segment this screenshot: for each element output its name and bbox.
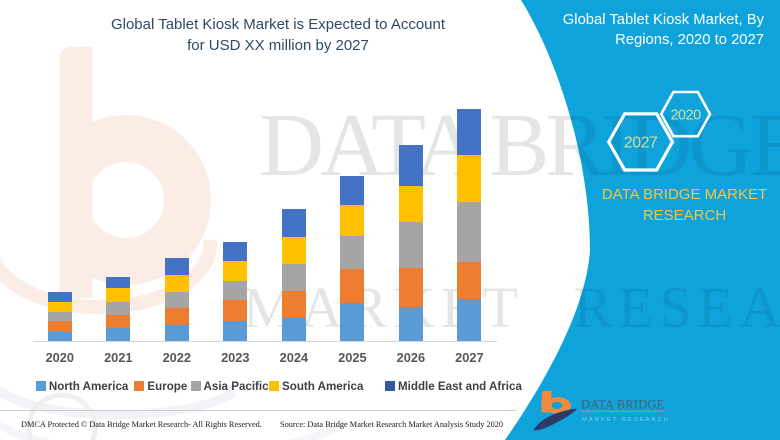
svg-text:2020: 2020 bbox=[670, 108, 701, 124]
svg-text:MARKET RESEARCH: MARKET RESEARCH bbox=[582, 417, 670, 423]
svg-text:2027: 2027 bbox=[624, 135, 658, 152]
svg-text:DATA BRIDGE: DATA BRIDGE bbox=[581, 398, 665, 412]
